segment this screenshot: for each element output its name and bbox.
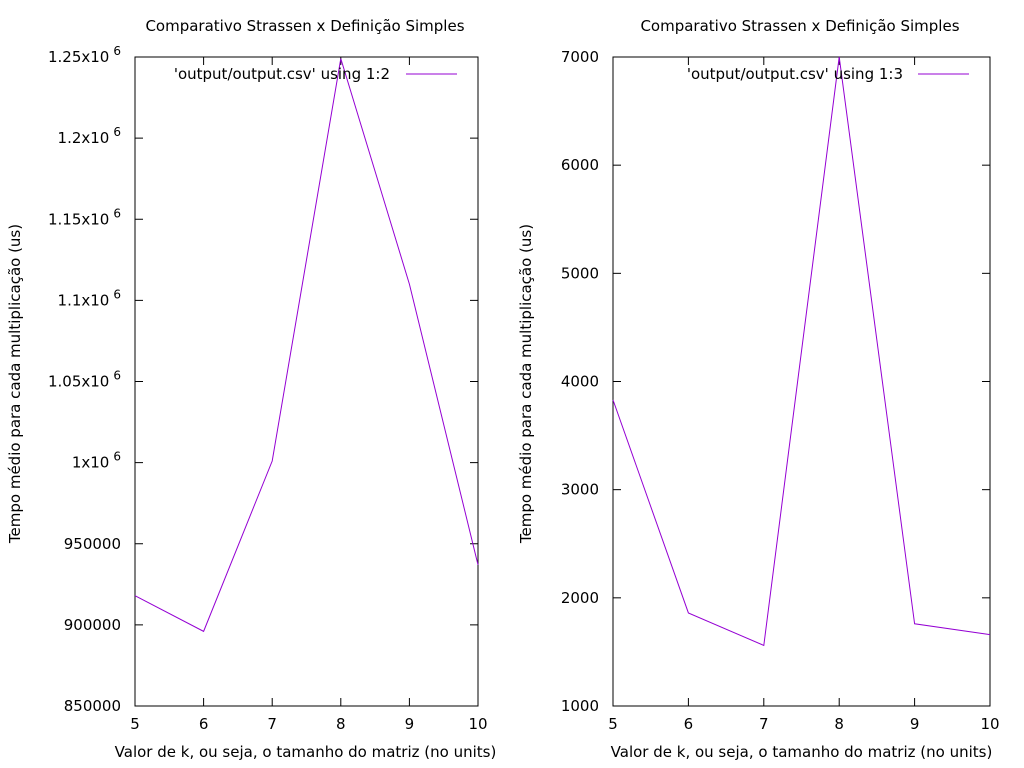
x-tick-label: 9	[405, 715, 415, 733]
y-tick-label: 1x10 6	[72, 450, 121, 472]
series-line	[134, 58, 479, 633]
chart-title: Comparativo Strassen x Definição Simples	[640, 17, 959, 35]
y-tick-label: 5000	[561, 264, 599, 282]
y-tick-label: 2000	[561, 589, 599, 607]
x-tick-label: 9	[910, 715, 920, 733]
legend-label: 'output/output.csv' using 1:3	[687, 65, 903, 83]
chart-panel-1: Comparativo Strassen x Definição Simples…	[6, 17, 496, 761]
y-tick-label: 1.2x10 6	[58, 125, 121, 147]
x-tick-label: 5	[130, 715, 140, 733]
y-tick-label: 850000	[64, 697, 121, 715]
x-tick-label: 7	[759, 715, 769, 733]
x-axis-label: Valor de k, ou seja, o tamanho do matriz…	[115, 743, 497, 761]
y-tick-label: 1000	[561, 697, 599, 715]
y-tick-label: 6000	[561, 156, 599, 174]
x-tick-label: 10	[468, 715, 487, 733]
x-axis-label: Valor de k, ou seja, o tamanho do matriz…	[611, 743, 993, 761]
chart-panel-2: Comparativo Strassen x Definição Simples…	[517, 17, 1000, 761]
y-tick-label: 3000	[561, 481, 599, 499]
y-tick-label: 4000	[561, 373, 599, 391]
x-tick-label: 5	[608, 715, 618, 733]
y-tick-label: 1.25x10 6	[48, 44, 121, 66]
chart-title: Comparativo Strassen x Definição Simples	[145, 17, 464, 35]
y-tick-label: 7000	[561, 48, 599, 66]
y-axis-label: Tempo médio para cada multiplicação (us)	[6, 224, 24, 544]
x-tick-label: 6	[684, 715, 694, 733]
x-tick-label: 6	[199, 715, 209, 733]
x-tick-label: 8	[336, 715, 346, 733]
y-axis-label: Tempo médio para cada multiplicação (us)	[517, 224, 535, 544]
x-tick-label: 8	[834, 715, 844, 733]
y-tick-label: 950000	[64, 535, 121, 553]
y-tick-label: 1.15x10 6	[48, 206, 121, 228]
y-tick-label: 1.1x10 6	[58, 287, 121, 309]
y-tick-label: 900000	[64, 616, 121, 634]
x-tick-label: 10	[980, 715, 999, 733]
y-tick-label: 1.05x10 6	[48, 369, 121, 391]
legend-label: 'output/output.csv' using 1:2	[174, 65, 390, 83]
plot-frame	[134, 56, 479, 707]
series-line	[612, 56, 991, 647]
x-tick-label: 7	[267, 715, 277, 733]
plot-frame	[612, 56, 991, 707]
